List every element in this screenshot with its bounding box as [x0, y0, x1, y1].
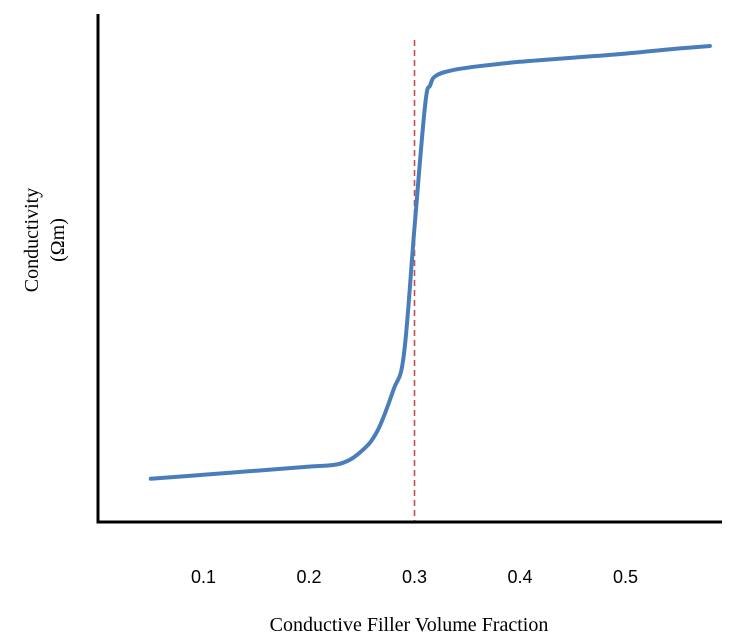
y-axis-title-line-2: (Ωm): [47, 218, 69, 262]
x-tick-labels: 0.1 0.2 0.3 0.4 0.5: [191, 567, 638, 587]
conductivity-curve: [148, 44, 712, 481]
x-axis-title: Conductive Filler Volume Fraction: [270, 614, 549, 636]
x-tick-label: 0.3: [402, 567, 427, 587]
x-tick-label: 0.1: [191, 567, 216, 587]
x-tick-label: 0.4: [507, 567, 532, 587]
x-tick-label: 0.5: [613, 567, 638, 587]
y-axis-title-line-1: Conductivity: [21, 188, 43, 292]
chart-marks: [148, 40, 712, 522]
x-tick-label: 0.2: [296, 567, 321, 587]
